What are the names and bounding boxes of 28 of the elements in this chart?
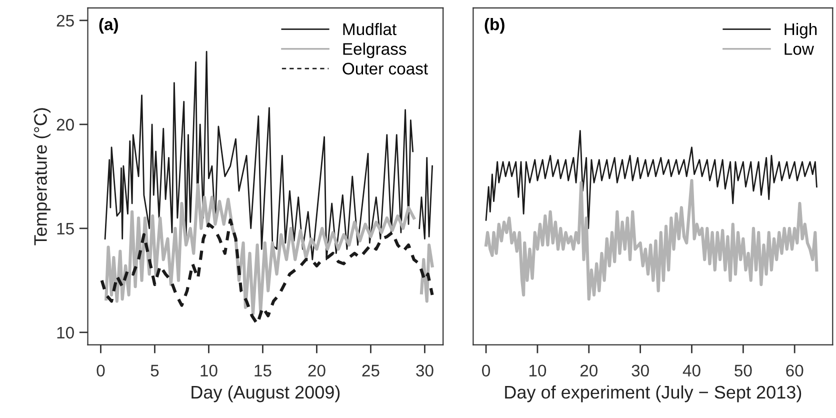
y-axis-title: Temperature (°C) — [34, 108, 50, 246]
text: (a) — [99, 18, 118, 34]
legend-label: Mudflat — [343, 22, 396, 36]
legend-label: High — [784, 22, 817, 38]
x-tick-label: 10 — [529, 364, 546, 377]
x-tick-label: 10 — [200, 364, 218, 377]
x-tick-label: 60 — [786, 364, 804, 377]
x-tick-label: 30 — [416, 364, 434, 377]
x-tick-label: 20 — [580, 364, 598, 377]
x-tick-label: 0 — [482, 364, 490, 377]
x-tick-label: 15 — [254, 364, 272, 377]
x-tick-label: 0 — [96, 364, 105, 377]
legend-label: Outer coast — [342, 62, 428, 75]
y-tick-label: 10 — [57, 326, 74, 339]
x-axis-title: Day of experiment (July − Sept 2013) — [505, 385, 802, 402]
x-tick-label: 40 — [682, 364, 700, 377]
legend-label: Eelgrass — [343, 42, 406, 58]
y-tick-label: 20 — [56, 118, 74, 131]
x-tick-label: 20 — [308, 364, 326, 377]
x-tick-label: 50 — [734, 364, 752, 377]
legend-label: Low — [784, 43, 814, 55]
y-tick-label: 15 — [57, 222, 74, 235]
y-tick-label: 25 — [56, 14, 74, 27]
x-tick-label: 5 — [150, 364, 159, 377]
text: (b) — [484, 18, 504, 34]
x-axis-title: Day (August 2009) — [192, 385, 340, 402]
x-tick-label: 25 — [362, 364, 380, 377]
x-tick-label: 30 — [632, 364, 649, 377]
